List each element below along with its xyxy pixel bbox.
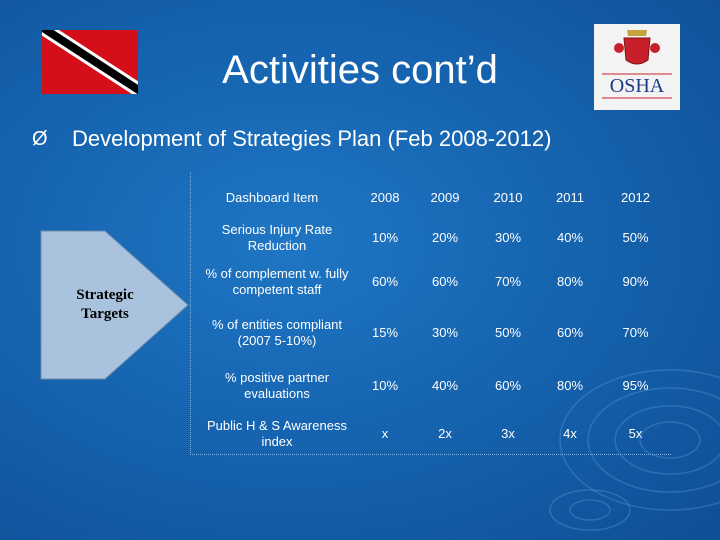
row-value: 40%: [431, 378, 459, 393]
row-value: 95%: [622, 378, 649, 393]
slide-title: Activities cont’d: [222, 48, 498, 92]
header-year: 2011: [556, 190, 584, 205]
bullet-text: Development of Strategies Plan (Feb 2008…: [72, 126, 552, 151]
header-year: 2012: [621, 190, 650, 205]
row-item-label: Public H & S Awareness index: [207, 418, 347, 449]
arrow-label: Strategic Targets: [76, 287, 134, 322]
row-item-label: % of entities compliant (2007 5-10%): [211, 317, 343, 348]
row-value: 50%: [494, 325, 522, 340]
row-value: 10%: [371, 230, 399, 245]
row-item-label: % positive partner evaluations: [224, 370, 330, 401]
header-year: 2009: [430, 190, 460, 205]
strategic-targets-arrow: [40, 230, 189, 380]
row-value: 3x: [501, 426, 515, 441]
row-value: 10%: [371, 378, 399, 393]
row-value: 80%: [556, 378, 584, 393]
bullet-marker: Ø: [32, 128, 48, 150]
row-value: 50%: [622, 230, 649, 245]
osha-logo: OSHA: [594, 24, 680, 110]
row-value: 4x: [563, 426, 577, 441]
row-value: 70%: [622, 325, 649, 340]
row-value: 80%: [556, 274, 584, 289]
row-value: 70%: [494, 274, 522, 289]
row-value: x: [381, 426, 389, 441]
row-item-label: % of complement w. fully competent staff: [205, 266, 349, 297]
trinidad-flag: [42, 30, 138, 94]
row-value: 20%: [431, 230, 459, 245]
row-value: 40%: [556, 230, 584, 245]
row-value: 2x: [438, 426, 452, 441]
logo-text: OSHA: [610, 75, 665, 97]
row-value: 90%: [622, 274, 649, 289]
targets-table: [190, 172, 671, 455]
header-dashboard-item: Dashboard Item: [225, 190, 319, 205]
row-value: 30%: [494, 230, 522, 245]
row-value: 30%: [431, 325, 459, 340]
row-value: 60%: [494, 378, 522, 393]
row-item-label: Serious Injury Rate Reduction: [221, 222, 333, 253]
row-value: 60%: [556, 325, 584, 340]
row-value: 15%: [371, 325, 399, 340]
row-value: 60%: [431, 274, 459, 289]
header-year: 2010: [493, 190, 523, 205]
water-ripple-decoration: [549, 369, 720, 531]
header-year: 2008: [370, 190, 400, 205]
row-value: 60%: [371, 274, 399, 289]
row-value: 5x: [628, 426, 643, 441]
